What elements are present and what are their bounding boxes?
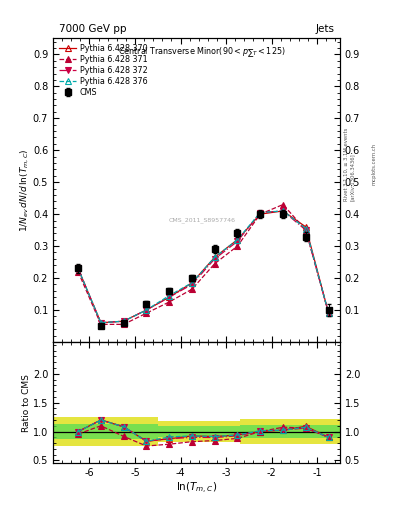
Pythia 6.428 372 (235, 238, 240, 244)
Pythia 6.428 376 (144, 307, 149, 313)
Pythia 6.428 372 (303, 227, 308, 233)
Pythia 6.428 371 (258, 211, 263, 217)
Pythia 6.428 370 (326, 310, 331, 316)
Pythia 6.428 370 (121, 318, 126, 324)
Pythia 6.428 372 (281, 208, 285, 214)
Pythia 6.428 376 (99, 319, 103, 326)
Pythia 6.428 371 (326, 310, 331, 316)
Pythia 6.428 370 (99, 319, 103, 326)
Line: Pythia 6.428 370: Pythia 6.428 370 (75, 208, 331, 326)
Pythia 6.428 376 (303, 225, 308, 231)
Pythia 6.428 371 (212, 261, 217, 267)
Text: CMS_2011_S8957746: CMS_2011_S8957746 (169, 218, 236, 223)
Pythia 6.428 371 (235, 243, 240, 249)
Pythia 6.428 376 (189, 280, 194, 286)
Pythia 6.428 372 (189, 282, 194, 288)
Pythia 6.428 370 (258, 211, 263, 217)
Text: Jets: Jets (315, 24, 334, 34)
Y-axis label: Ratio to CMS: Ratio to CMS (22, 374, 31, 432)
Text: Rivet 3.1.10, ≥ 3.1M events
[arXiv:1306.3436]: Rivet 3.1.10, ≥ 3.1M events [arXiv:1306.… (344, 127, 354, 201)
Pythia 6.428 376 (326, 310, 331, 316)
Pythia 6.428 370 (189, 280, 194, 286)
Line: Pythia 6.428 372: Pythia 6.428 372 (75, 208, 331, 326)
Pythia 6.428 370 (144, 307, 149, 313)
Pythia 6.428 376 (212, 254, 217, 260)
Pythia 6.428 372 (258, 209, 263, 216)
Line: Pythia 6.428 371: Pythia 6.428 371 (75, 202, 331, 327)
X-axis label: $\ln(T_{m,C})$: $\ln(T_{m,C})$ (176, 481, 217, 496)
Pythia 6.428 372 (326, 310, 331, 316)
Pythia 6.428 372 (212, 256, 217, 262)
Pythia 6.428 376 (121, 318, 126, 324)
Text: Central Transverse Minor$(90 < p_{\sum T} < 125)$: Central Transverse Minor$(90 < p_{\sum T… (118, 46, 286, 60)
Pythia 6.428 370 (281, 208, 285, 214)
Pythia 6.428 372 (76, 265, 81, 271)
Pythia 6.428 376 (167, 292, 171, 298)
Pythia 6.428 372 (144, 307, 149, 313)
Pythia 6.428 376 (281, 208, 285, 214)
Pythia 6.428 376 (76, 265, 81, 271)
Pythia 6.428 371 (189, 286, 194, 292)
Pythia 6.428 370 (76, 265, 81, 271)
Pythia 6.428 371 (99, 322, 103, 328)
Pythia 6.428 376 (235, 237, 240, 243)
Pythia 6.428 376 (258, 209, 263, 216)
Pythia 6.428 370 (303, 224, 308, 230)
Text: 7000 GeV pp: 7000 GeV pp (59, 24, 126, 34)
Y-axis label: $1/N_{ev}\,dN/d\,\ln(T_{m,C})$: $1/N_{ev}\,dN/d\,\ln(T_{m,C})$ (19, 148, 31, 232)
Text: mcplots.cern.ch: mcplots.cern.ch (371, 143, 376, 185)
Pythia 6.428 370 (212, 254, 217, 260)
Pythia 6.428 372 (167, 294, 171, 300)
Pythia 6.428 372 (99, 319, 103, 326)
Pythia 6.428 371 (303, 227, 308, 233)
Pythia 6.428 370 (167, 294, 171, 300)
Pythia 6.428 370 (235, 237, 240, 243)
Pythia 6.428 371 (144, 310, 149, 316)
Pythia 6.428 371 (76, 269, 81, 275)
Pythia 6.428 371 (281, 202, 285, 208)
Pythia 6.428 372 (121, 318, 126, 324)
Legend: Pythia 6.428 370, Pythia 6.428 371, Pythia 6.428 372, Pythia 6.428 376, CMS: Pythia 6.428 370, Pythia 6.428 371, Pyth… (57, 42, 149, 99)
Pythia 6.428 371 (167, 299, 171, 305)
Line: Pythia 6.428 376: Pythia 6.428 376 (75, 208, 331, 326)
Pythia 6.428 371 (121, 322, 126, 328)
